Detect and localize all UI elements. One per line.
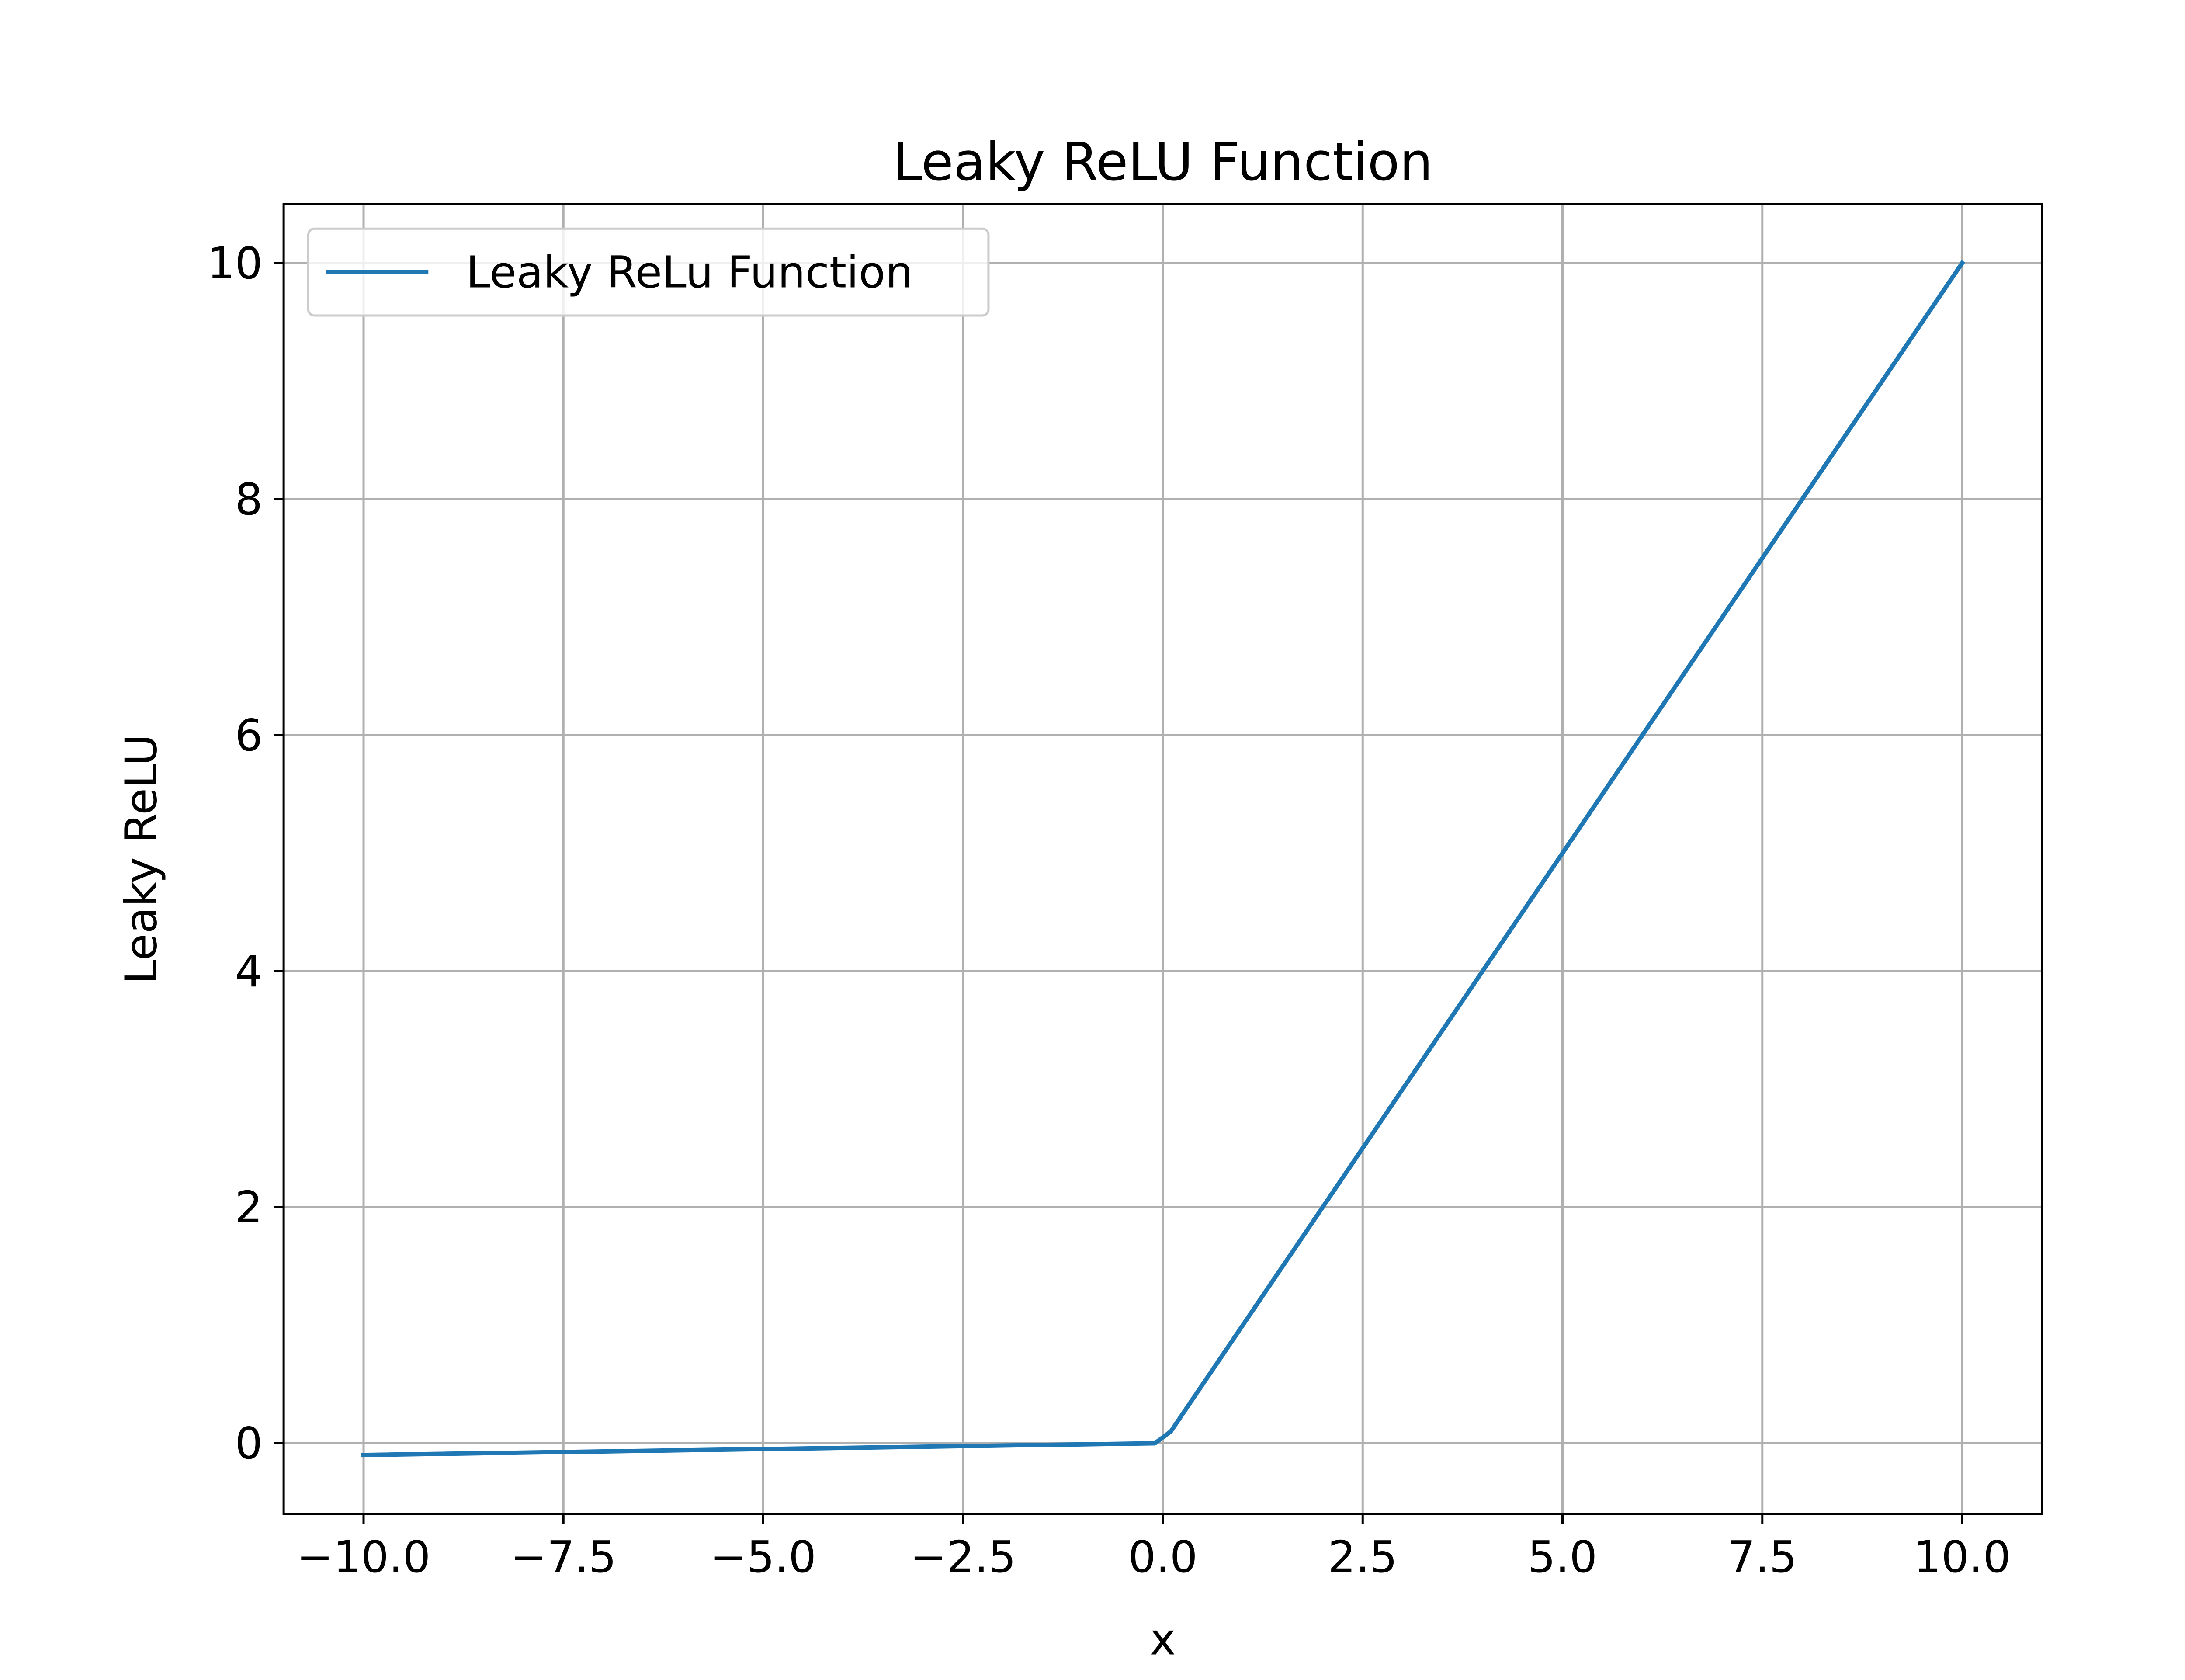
series-line: [361, 260, 1965, 1458]
legend: Leaky ReLu Function: [307, 227, 990, 317]
x-tick-label: −5.0: [710, 1531, 816, 1583]
y-axis: 0 2 4 6 8 10: [207, 238, 284, 1469]
grid: [284, 204, 2042, 1514]
chart-title: Leaky ReLU Function: [893, 132, 1433, 193]
x-tick-label: 7.5: [1727, 1531, 1797, 1583]
legend-label: Leaky ReLu Function: [466, 247, 913, 298]
y-tick-label: 0: [235, 1418, 263, 1469]
x-tick-label: 10.0: [1914, 1531, 2011, 1583]
y-tick-label: 8: [235, 474, 263, 525]
y-tick-label: 6: [235, 710, 263, 761]
x-tick-label: −7.5: [510, 1531, 617, 1583]
legend-box: [307, 227, 990, 317]
series-layer: [361, 260, 1965, 1458]
x-axis-label: x: [1150, 1614, 1176, 1665]
x-tick-label: 2.5: [1328, 1531, 1398, 1583]
x-tick-label: 0.0: [1128, 1531, 1197, 1583]
x-tick-label: −2.5: [910, 1531, 1016, 1583]
y-axis-label: Leaky ReLU: [116, 734, 167, 984]
y-tick-label: 4: [235, 946, 263, 997]
x-tick-label: −10.0: [297, 1531, 430, 1583]
y-tick-label: 2: [235, 1182, 263, 1233]
x-tick-label: 5.0: [1528, 1531, 1597, 1583]
x-axis: −10.0 −7.5 −5.0 −2.5 0.0 2.5 5.0 7.5 10.0: [297, 1514, 2011, 1583]
y-tick-label: 10: [207, 238, 263, 289]
